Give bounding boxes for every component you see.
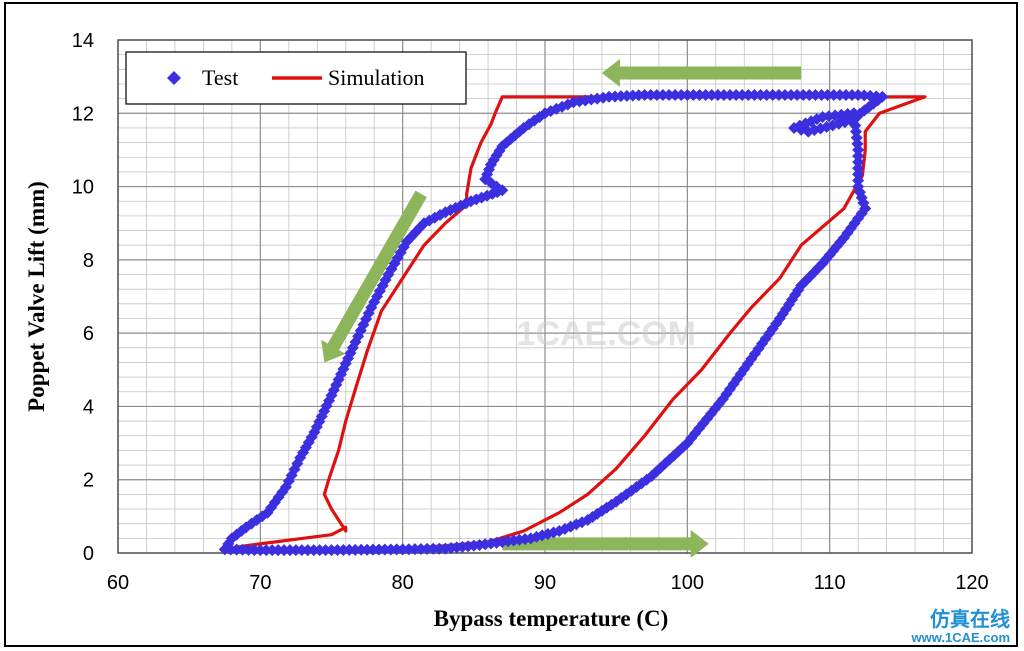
test-point <box>663 88 676 101</box>
direction-arrow <box>502 529 709 558</box>
x-axis-title: Bypass temperature (C) <box>434 606 669 631</box>
direction-arrow <box>601 58 802 87</box>
y-tick-labels: 0 2 4 6 8 10 12 14 <box>72 30 94 565</box>
y-tick-label: 0 <box>83 543 94 565</box>
watermark-brand: 仿真在线 www.1CAE.com <box>911 607 1010 645</box>
direction-arrows <box>321 58 802 558</box>
test-point <box>656 88 669 101</box>
plot-area-border <box>117 39 973 554</box>
test-point <box>852 150 865 163</box>
chart: 60 70 80 90 100 110 120 0 2 4 6 8 10 12 14 1CAE.COM T… <box>24 30 1010 645</box>
test-point <box>778 88 791 101</box>
test-point <box>852 168 865 181</box>
test-point <box>760 88 773 101</box>
x-tick-label: 120 <box>955 572 988 594</box>
legend: Test Simulation <box>125 51 467 105</box>
test-point <box>509 129 522 142</box>
watermark-center: 1CAE.COM <box>517 315 696 353</box>
chart-frame: 60 70 80 90 100 110 120 0 2 4 6 8 10 12 14 1CAE.COM T… <box>4 2 1018 647</box>
test-point <box>852 162 865 175</box>
test-point <box>821 88 834 101</box>
series-layer <box>218 88 927 557</box>
test-point <box>815 88 828 101</box>
y-tick-label: 12 <box>72 103 94 125</box>
test-point <box>852 156 865 169</box>
test-point <box>730 88 743 101</box>
test-point <box>839 88 852 101</box>
test-point <box>638 88 651 101</box>
x-tick-label: 80 <box>392 572 414 594</box>
test-point <box>742 88 755 101</box>
test-point <box>772 88 785 101</box>
legend-test-marker <box>167 71 181 85</box>
watermark-url: www.1CAE.com <box>911 630 1010 645</box>
x-tick-label: 100 <box>671 572 704 594</box>
y-tick-label: 4 <box>83 396 94 418</box>
test-point <box>852 174 865 187</box>
test-point <box>681 88 694 101</box>
test-point <box>754 88 767 101</box>
test-point <box>705 88 718 101</box>
legend-test-label: Test <box>202 65 238 90</box>
x-tick-label: 110 <box>814 572 846 594</box>
test-markers <box>218 88 889 557</box>
test-point <box>852 143 865 156</box>
test-point <box>827 88 840 101</box>
test-point <box>833 88 846 101</box>
test-point <box>791 88 804 101</box>
y-axis-title: Poppet Valve Lift (mm) <box>24 181 49 412</box>
test-point <box>650 88 663 101</box>
legend-simulation-label: Simulation <box>328 65 425 90</box>
test-point <box>849 125 862 138</box>
test-point <box>797 88 810 101</box>
y-tick-label: 2 <box>83 470 94 492</box>
test-point <box>711 88 724 101</box>
y-tick-label: 14 <box>72 30 94 52</box>
y-tick-label: 10 <box>72 177 94 199</box>
test-point <box>724 88 737 101</box>
test-point <box>736 88 749 101</box>
test-point <box>803 88 816 101</box>
test-point <box>669 88 682 101</box>
test-point <box>675 88 688 101</box>
x-tick-label: 70 <box>249 572 271 594</box>
y-tick-label: 6 <box>83 323 94 345</box>
watermark-brand-cn: 仿真在线 <box>930 607 1010 631</box>
direction-arrow <box>321 190 427 363</box>
test-point <box>591 507 604 520</box>
y-tick-label: 8 <box>83 250 94 272</box>
test-point <box>644 88 657 101</box>
x-tick-labels: 60 70 80 90 100 110 120 <box>107 572 989 594</box>
test-point <box>809 88 822 101</box>
test-point <box>687 88 700 101</box>
x-tick-label: 90 <box>534 572 556 594</box>
x-tick-label: 60 <box>107 572 129 594</box>
test-point <box>766 88 779 101</box>
test-point <box>224 543 237 556</box>
test-point <box>699 88 712 101</box>
test-point <box>693 88 706 101</box>
test-point <box>717 88 730 101</box>
test-point <box>748 88 761 101</box>
test-point <box>785 88 798 101</box>
test-point <box>846 88 859 101</box>
